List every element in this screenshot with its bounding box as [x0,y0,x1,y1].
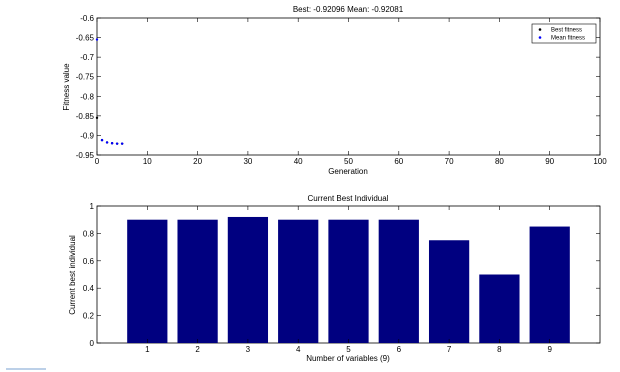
mean-fitness-point [110,142,114,145]
bar [328,219,369,343]
y-tick-label: 0 [90,339,95,348]
fitness-plot-legend: Best fitness Mean fitness [531,23,597,44]
legend-label-best: Best fitness [551,28,582,34]
y-tick-label: -0.6 [80,14,94,23]
x-tick-label: 7 [447,345,452,354]
legend-label-mean: Mean fitness [551,36,585,42]
bar [428,240,470,343]
mean-fitness-point [115,142,119,145]
x-tick-label: 0 [95,157,100,166]
fitness-plot-x-label: Generation [328,167,368,176]
fitness-plot-y-label: Fitness value [62,63,71,111]
y-tick-label: -0.75 [76,73,95,82]
mean-fitness-point [120,142,124,145]
bar [479,274,520,343]
y-tick-label: -0.85 [76,112,95,121]
x-tick-label: 70 [445,157,454,166]
fitness-plot-axes-box [96,17,601,156]
bar [378,219,419,343]
best-fitness-point [95,116,99,120]
fitness-plot-x-ticks: 0 10 20 30 40 50 60 70 80 90 100 [95,18,607,166]
x-tick-label: 90 [545,157,554,166]
y-tick-label: 0.4 [83,284,95,293]
y-tick-label: 0.2 [83,312,95,321]
y-tick-label: -0.65 [76,34,95,43]
x-tick-label: 9 [547,345,552,354]
y-tick-label: -0.8 [80,92,94,101]
y-tick-label: 0.6 [83,257,95,266]
legend-marker-mean [538,36,542,39]
best-individual-y-label: Current best individual [68,235,77,315]
best-individual-x-label: Number of variables (9) [306,354,390,363]
mean-fitness-point [105,141,109,144]
best-individual-plot: Current Best Individual 0 0.2 0.4 0.6 0.8 1 1… [68,194,601,363]
y-tick-label: -0.9 [80,131,94,140]
x-tick-label: 80 [495,157,504,166]
x-tick-label: 30 [243,157,252,166]
legend-marker-best [538,28,542,31]
corner-mark [6,368,46,370]
y-tick-label: 0.8 [83,229,95,238]
x-tick-label: 5 [346,345,351,354]
bar [177,219,218,343]
x-tick-label: 1 [145,345,150,354]
best-individual-y-ticks: 0 0.2 0.4 0.6 0.8 1 [83,202,600,348]
best-individual-plot-title: Current Best Individual [308,194,389,203]
x-tick-label: 6 [397,345,402,354]
fitness-plot-y-ticks: -0.6 -0.65 -0.7 -0.75 -0.8 -0.85 -0.9 -0.95 [76,14,600,160]
y-tick-label: 1 [90,202,95,211]
fitness-plot: Best: -0.92096 Mean: -0.92081 -0.6-0.65-… [62,5,607,176]
legend-box [531,23,597,44]
best-individual-x-ticks: 1 2 3 4 5 6 7 8 9 [145,206,552,354]
x-tick-label: 20 [193,157,202,166]
x-tick-label: 2 [195,345,200,354]
best-individual-bars [127,216,570,343]
x-tick-label: 8 [497,345,502,354]
mean-fitness-point [95,38,99,41]
bar [278,219,319,343]
x-tick-label: 3 [246,345,251,354]
x-tick-label: 60 [394,157,403,166]
y-tick-label: -0.95 [76,151,95,160]
x-tick-label: 100 [593,157,607,166]
y-tick-label: -0.7 [80,53,94,62]
x-tick-label: 40 [294,157,303,166]
x-tick-label: 10 [143,157,152,166]
x-tick-label: 50 [344,157,353,166]
bar [227,216,269,343]
mean-fitness-point [100,138,104,142]
fitness-plot-points [95,38,124,145]
x-tick-label: 4 [296,345,301,354]
fitness-plot-title: Best: -0.92096 Mean: -0.92081 [293,5,404,14]
bar [529,226,570,343]
bar [127,219,168,343]
